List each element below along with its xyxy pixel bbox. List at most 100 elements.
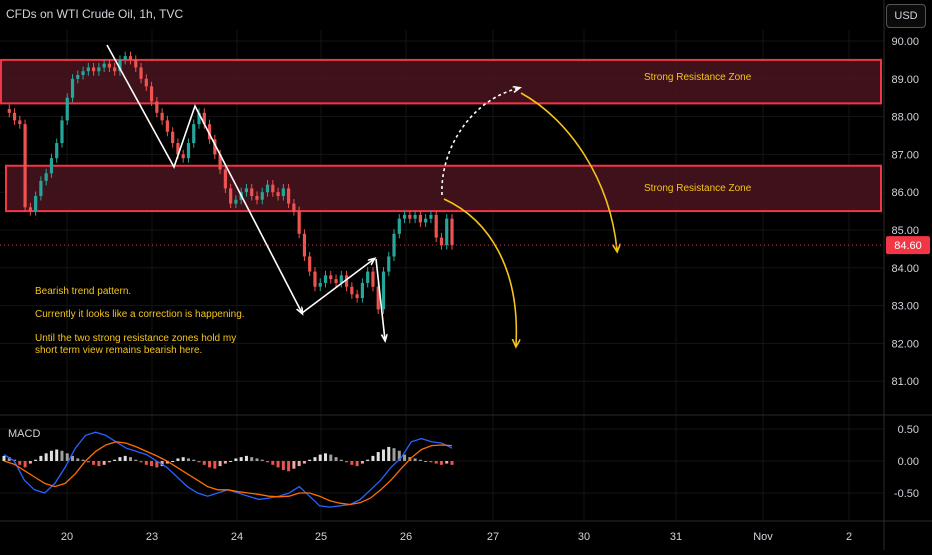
zone-label-lower: Strong Resistance Zone: [644, 183, 752, 194]
macd-panel: 0.50 0.00 -0.50: [0, 424, 919, 508]
candle-body: [113, 67, 117, 72]
last-price-tag: [886, 236, 930, 255]
y-tick-label: 84.00: [891, 263, 919, 275]
candle-body: [265, 184, 270, 193]
y-tick-label: 82.00: [891, 338, 919, 350]
candle-body: [107, 63, 112, 68]
candle-body: [255, 195, 259, 200]
y-tick-label: 88.00: [891, 112, 919, 124]
candle-body: [165, 120, 169, 132]
x-tick-label: 25: [315, 531, 327, 543]
macd-histogram-bar: [123, 455, 127, 461]
candle-body: [234, 199, 238, 204]
note-bearish-trend: Bearish trend pattern.: [35, 286, 132, 297]
candle-body: [128, 56, 133, 60]
macd-histogram-bar: [313, 457, 317, 461]
candle-body: [276, 192, 280, 196]
macd-histogram-bar: [118, 457, 122, 461]
y-tick-label: 81.00: [891, 376, 919, 388]
macd-histogram-bar: [160, 461, 164, 467]
candle-body: [34, 195, 38, 212]
candle-body: [445, 218, 449, 246]
candle-body: [149, 86, 154, 102]
candle-body: [155, 101, 159, 113]
candle-body: [44, 173, 48, 181]
macd-histogram-bar: [418, 459, 422, 461]
candle-body: [28, 207, 32, 212]
candle-body: [323, 275, 328, 283]
macd-histogram-bar: [445, 461, 449, 464]
macd-histogram-bar: [171, 461, 175, 462]
candle-body: [65, 97, 69, 121]
macd-histogram-bar: [413, 458, 417, 461]
candle-body: [329, 275, 333, 280]
note-view-line-1: Until the two strong resistance zones ho…: [35, 333, 237, 344]
macd-histogram-bar: [202, 461, 206, 465]
candle-body: [49, 158, 54, 174]
x-tick-label: 24: [231, 531, 243, 543]
macd-histogram-bar: [28, 461, 32, 464]
macd-histogram-bar: [92, 461, 96, 465]
candle-body: [123, 56, 127, 60]
candle-body: [60, 120, 64, 144]
macd-histogram-bar: [192, 459, 196, 461]
currency-button[interactable]: USD: [886, 4, 926, 28]
candle-body: [334, 279, 338, 283]
x-tick-label: 23: [146, 531, 158, 543]
y-tick-label: 85.00: [891, 225, 919, 237]
candle-body: [297, 211, 301, 234]
candle-body: [92, 67, 96, 72]
macd-histogram-bar: [60, 450, 64, 461]
x-tick-label: 27: [487, 531, 499, 543]
macd-histogram-bar: [276, 461, 280, 468]
macd-histogram-bar: [434, 461, 438, 464]
macd-histogram-bar: [381, 449, 385, 461]
macd-histogram-bar: [450, 461, 454, 465]
candle-body: [55, 143, 59, 159]
candle-body: [197, 112, 201, 125]
resistance-zone: [5, 164, 882, 213]
y-tick-label: 89.00: [891, 74, 919, 86]
candle-body: [176, 143, 180, 155]
macd-histogram-bar: [234, 458, 238, 461]
macd-histogram-bar: [13, 459, 17, 461]
candle-body: [371, 271, 375, 287]
macd-histogram-bar: [150, 461, 154, 467]
macd-histogram-bar: [128, 457, 132, 461]
y-tick-label: 83.00: [891, 301, 919, 313]
macd-histogram-bar: [366, 459, 370, 461]
macd-histogram-bar: [371, 455, 375, 461]
macd-histogram-bar: [71, 455, 75, 461]
candle-body: [260, 192, 264, 200]
macd-histogram-bar: [165, 461, 169, 464]
macd-histogram-bar: [439, 461, 443, 465]
candle-body: [250, 188, 254, 196]
macd-y-tick-label: 0.50: [898, 424, 919, 436]
x-tick-label: 2: [846, 531, 852, 543]
candle-body: [81, 71, 85, 76]
macd-histogram-bar: [250, 457, 254, 461]
candle-body: [97, 67, 101, 72]
candle-body: [318, 282, 322, 287]
candle-body: [339, 275, 343, 283]
macd-histogram-bar: [260, 459, 264, 461]
macd-histogram-bar: [7, 457, 11, 461]
macd-histogram-bar: [218, 461, 222, 467]
candle-body: [70, 78, 75, 98]
candle-body: [144, 78, 148, 87]
candle-body: [12, 112, 17, 121]
trend-arrows: [106, 44, 617, 345]
macd-histogram-bar: [18, 461, 22, 465]
macd-histogram-bar: [176, 458, 180, 461]
macd-histogram-bar: [302, 461, 306, 464]
candle-body: [271, 184, 275, 193]
macd-histogram-bar: [65, 453, 69, 461]
macd-histogram-bar: [281, 461, 285, 470]
x-tick-label: 26: [400, 531, 412, 543]
candles: [7, 51, 454, 314]
macd-histogram-bar: [350, 461, 354, 465]
macd-histogram-bar: [339, 459, 343, 461]
candle-body: [313, 271, 317, 287]
